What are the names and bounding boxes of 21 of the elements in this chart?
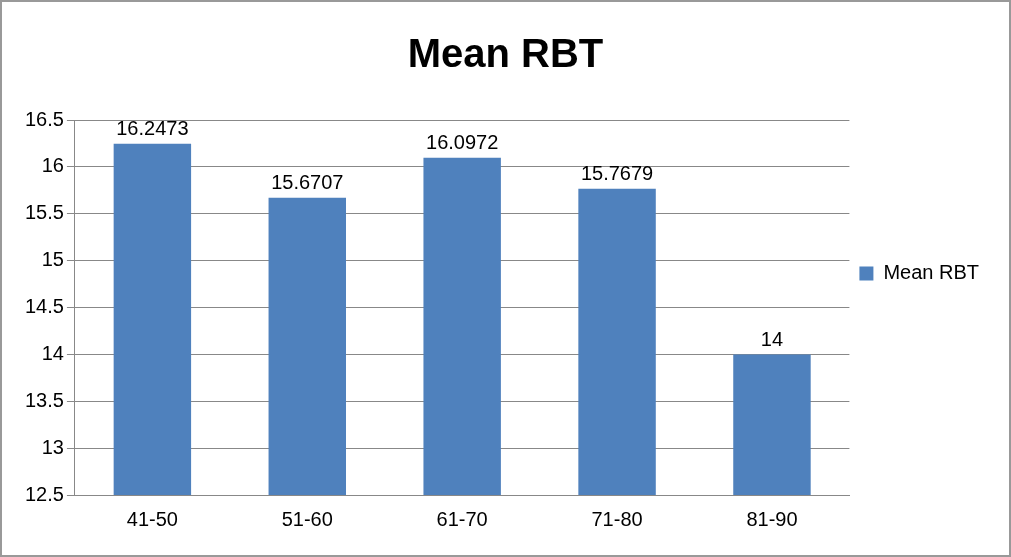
data-label: 14	[760, 327, 784, 350]
y-tick-label: 14	[41, 341, 64, 364]
data-label: 16.2473	[116, 117, 189, 140]
y-tick-label: 16	[41, 154, 64, 177]
x-tick-label: 51-60	[281, 507, 333, 530]
y-tick-label: 13	[41, 435, 64, 458]
data-label: 15.7679	[580, 162, 654, 185]
x-tick-label: 61-70	[436, 507, 488, 530]
legend-label: Mean RBT	[883, 261, 980, 284]
y-tick-label: 14.5	[24, 295, 64, 318]
x-tick-label: 41-50	[126, 507, 178, 530]
y-tick-label: 15.5	[24, 201, 64, 224]
x-tick-label: 71-80	[591, 507, 643, 530]
y-tick-label: 16.5	[24, 107, 64, 130]
y-tick-label: 13.5	[24, 388, 64, 411]
x-tick-label: 81-90	[746, 507, 798, 530]
y-tick-label: 12.5	[24, 482, 64, 505]
data-label: 16.0972	[426, 131, 499, 154]
chart-title: Mean RBT	[407, 31, 604, 76]
data-label: 15.6707	[271, 171, 344, 194]
y-tick-label: 15	[41, 248, 64, 271]
